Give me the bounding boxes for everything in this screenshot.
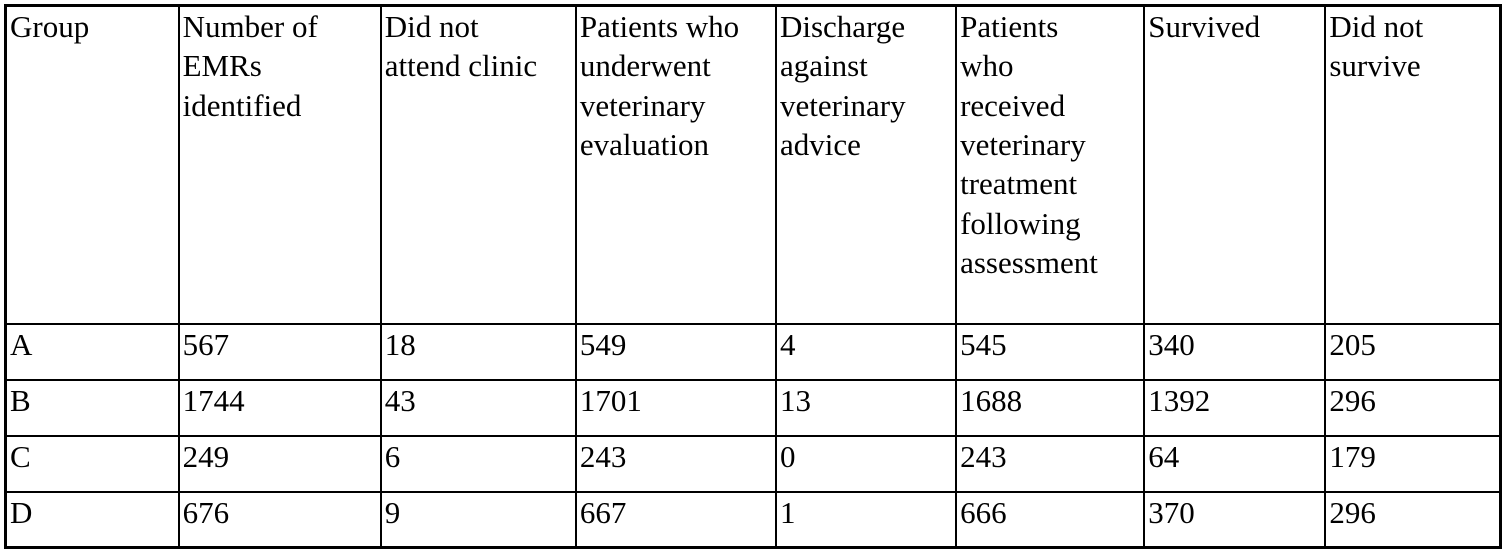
table-row-group-d: D 676 9 667 1 666 370 296 bbox=[4, 490, 1502, 549]
cell-received-treatment: 545 bbox=[955, 322, 1146, 381]
cell-did-not-attend: 6 bbox=[379, 434, 577, 493]
cell-survived: 64 bbox=[1143, 434, 1327, 493]
table-row-group-a: A 567 18 549 4 545 340 205 bbox=[4, 322, 1502, 381]
cell-received-treatment: 1688 bbox=[955, 378, 1146, 437]
cell-did-not-attend: 9 bbox=[379, 490, 577, 549]
column-header-underwent-evaluation: Patients who underwent veterinary evalua… bbox=[574, 4, 777, 325]
cell-discharge-against-advice: 0 bbox=[774, 434, 958, 493]
column-header-did-not-attend: Did not attend clinic bbox=[379, 4, 577, 325]
cell-did-not-survive: 296 bbox=[1324, 378, 1502, 437]
column-header-did-not-survive: Did not survive bbox=[1324, 4, 1502, 325]
column-header-received-treatment: Patients who received veterinary treatme… bbox=[955, 4, 1146, 325]
cell-received-treatment: 243 bbox=[955, 434, 1146, 493]
cell-group: D bbox=[4, 490, 180, 549]
cell-did-not-attend: 18 bbox=[379, 322, 577, 381]
cell-survived: 340 bbox=[1143, 322, 1327, 381]
column-header-emrs-identified: Number of EMRs identified bbox=[177, 4, 382, 325]
cell-group: A bbox=[4, 322, 180, 381]
cell-discharge-against-advice: 4 bbox=[774, 322, 958, 381]
column-header-survived: Survived bbox=[1143, 4, 1327, 325]
cell-group: C bbox=[4, 434, 180, 493]
cell-emrs-identified: 567 bbox=[177, 322, 382, 381]
cell-discharge-against-advice: 1 bbox=[774, 490, 958, 549]
cell-emrs-identified: 1744 bbox=[177, 378, 382, 437]
cell-received-treatment: 666 bbox=[955, 490, 1146, 549]
cell-did-not-survive: 205 bbox=[1324, 322, 1502, 381]
cell-did-not-attend: 43 bbox=[379, 378, 577, 437]
results-table: Group Number of EMRs identified Did not … bbox=[4, 4, 1502, 549]
cell-emrs-identified: 249 bbox=[177, 434, 382, 493]
column-header-discharge-against-advice: Discharge against veterinary advice bbox=[774, 4, 958, 325]
cell-underwent-evaluation: 1701 bbox=[574, 378, 777, 437]
cell-emrs-identified: 676 bbox=[177, 490, 382, 549]
cell-did-not-survive: 179 bbox=[1324, 434, 1502, 493]
cell-survived: 370 bbox=[1143, 490, 1327, 549]
cell-underwent-evaluation: 667 bbox=[574, 490, 777, 549]
cell-discharge-against-advice: 13 bbox=[774, 378, 958, 437]
cell-underwent-evaluation: 549 bbox=[574, 322, 777, 381]
table-header-row: Group Number of EMRs identified Did not … bbox=[4, 4, 1502, 325]
cell-did-not-survive: 296 bbox=[1324, 490, 1502, 549]
cell-underwent-evaluation: 243 bbox=[574, 434, 777, 493]
cell-survived: 1392 bbox=[1143, 378, 1327, 437]
column-header-group: Group bbox=[4, 4, 180, 325]
cell-group: B bbox=[4, 378, 180, 437]
table-row-group-c: C 249 6 243 0 243 64 179 bbox=[4, 434, 1502, 493]
table-row-group-b: B 1744 43 1701 13 1688 1392 296 bbox=[4, 378, 1502, 437]
